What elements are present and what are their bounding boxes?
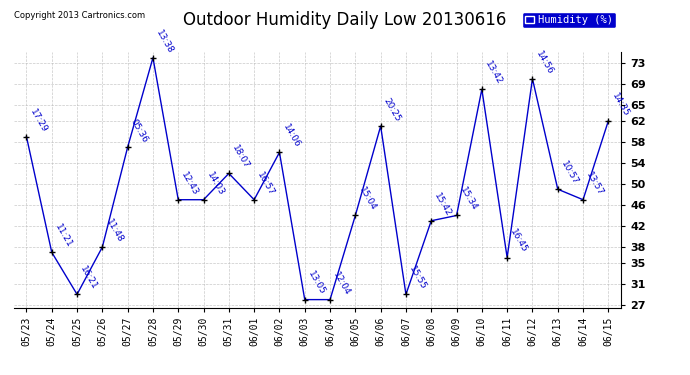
Text: 16:57: 16:57 (255, 170, 276, 197)
Text: 20:25: 20:25 (382, 97, 403, 123)
Text: 11:48: 11:48 (104, 217, 124, 244)
Text: 11:21: 11:21 (53, 223, 74, 249)
Text: 18:07: 18:07 (230, 144, 251, 171)
Text: 15:42: 15:42 (433, 191, 453, 218)
Text: 15:04: 15:04 (357, 186, 377, 213)
Text: 12:43: 12:43 (179, 170, 200, 197)
Text: 17:29: 17:29 (28, 107, 48, 134)
Text: 16:45: 16:45 (509, 228, 529, 255)
Text: 13:57: 13:57 (584, 170, 605, 197)
Text: 14:35: 14:35 (610, 91, 631, 118)
Text: Copyright 2013 Cartronics.com: Copyright 2013 Cartronics.com (14, 11, 145, 20)
Text: 14:06: 14:06 (281, 123, 302, 150)
Text: 10:57: 10:57 (559, 159, 580, 186)
Legend: Humidity (%): Humidity (%) (522, 12, 615, 28)
Text: 15:34: 15:34 (458, 186, 479, 213)
Text: 14:03: 14:03 (205, 170, 226, 197)
Text: Outdoor Humidity Daily Low 20130616: Outdoor Humidity Daily Low 20130616 (184, 11, 506, 29)
Text: 13:38: 13:38 (155, 28, 175, 55)
Text: 16:21: 16:21 (79, 265, 99, 292)
Text: 13:42: 13:42 (483, 60, 504, 87)
Text: 12:04: 12:04 (331, 270, 352, 297)
Text: 13:05: 13:05 (306, 270, 327, 297)
Text: 14:56: 14:56 (534, 49, 555, 76)
Text: 15:55: 15:55 (407, 265, 428, 292)
Text: 05:36: 05:36 (129, 117, 150, 144)
